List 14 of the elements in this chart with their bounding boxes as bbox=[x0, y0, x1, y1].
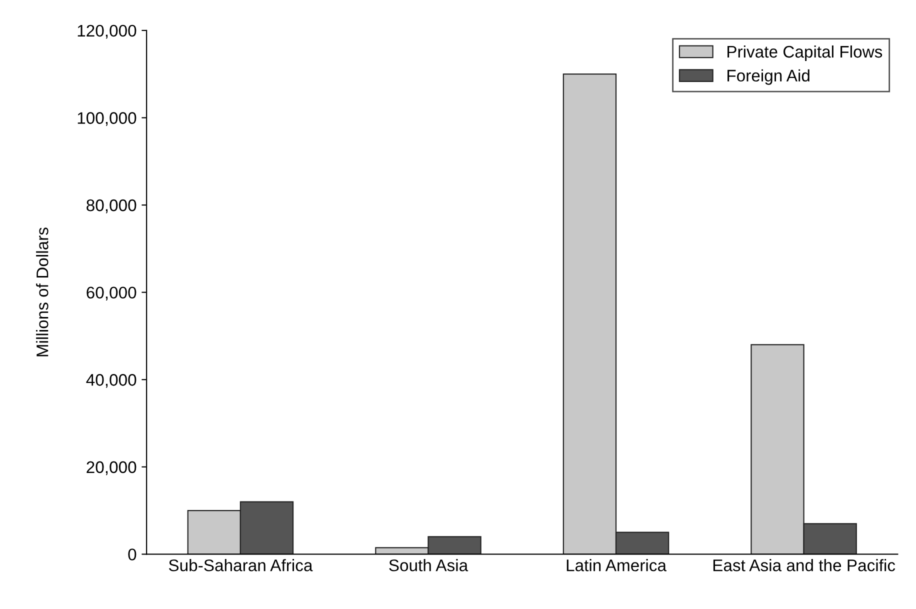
y-tick-label: 0 bbox=[128, 548, 136, 560]
legend-label: Foreign Aid bbox=[728, 69, 810, 85]
y-tick-label: 100,000 bbox=[78, 112, 136, 126]
y-tick-label: 120,000 bbox=[78, 24, 136, 39]
y-axis-title: Millions of Dollars bbox=[36, 228, 48, 356]
x-tick-label: Sub-Saharan Africa bbox=[168, 559, 313, 572]
x-tick-label: Latin America bbox=[566, 559, 666, 572]
y-tick-label: 60,000 bbox=[86, 286, 136, 300]
x-tick-label: East Asia and the Pacific bbox=[713, 559, 896, 572]
x-tick-label: South Asia bbox=[389, 559, 468, 572]
y-tick-label: 40,000 bbox=[86, 374, 136, 388]
y-tick-label: 80,000 bbox=[86, 199, 136, 214]
legend-label: Private Capital Flows bbox=[728, 45, 882, 61]
y-tick-label: 20,000 bbox=[86, 461, 136, 476]
